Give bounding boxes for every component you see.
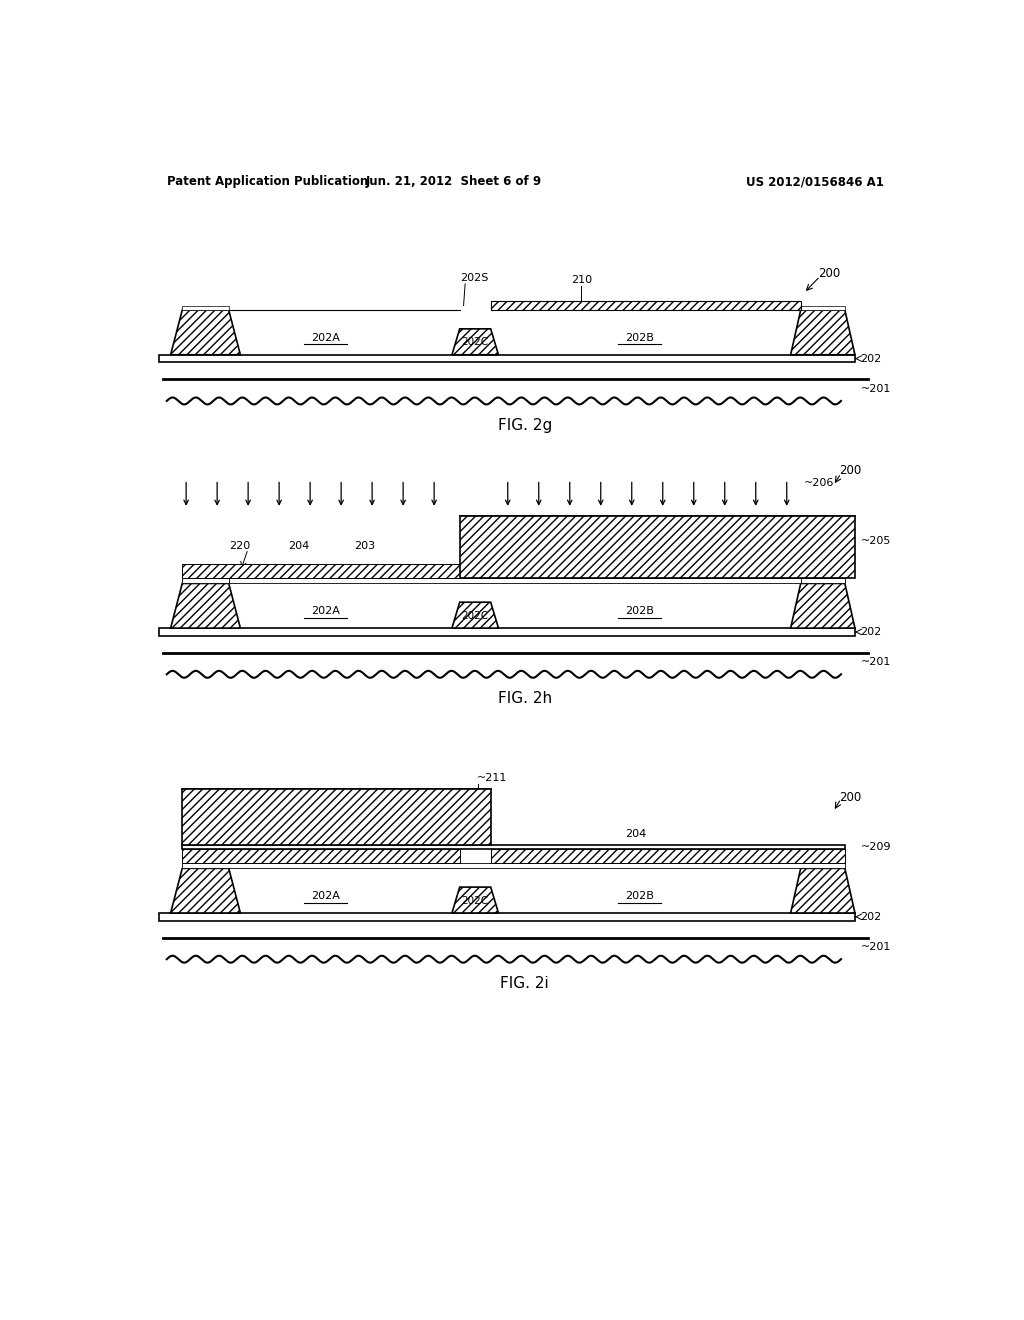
Text: 202C: 202C bbox=[462, 611, 488, 622]
Bar bbox=[490, 564, 845, 578]
Text: 202B: 202B bbox=[625, 891, 654, 902]
Text: Patent Application Publication: Patent Application Publication bbox=[167, 176, 368, 189]
Bar bbox=[159, 355, 855, 363]
Text: 204: 204 bbox=[268, 829, 290, 838]
Text: 202B: 202B bbox=[625, 606, 654, 616]
Text: 202A: 202A bbox=[311, 891, 340, 902]
Bar bbox=[182, 564, 460, 578]
Text: US 2012/0156846 A1: US 2012/0156846 A1 bbox=[745, 176, 884, 189]
Polygon shape bbox=[791, 583, 855, 628]
Text: 204: 204 bbox=[625, 829, 646, 838]
Text: 202A: 202A bbox=[311, 606, 340, 616]
Text: ~201: ~201 bbox=[860, 384, 891, 393]
Text: ~211: ~211 bbox=[477, 774, 507, 783]
Bar bbox=[182, 789, 490, 845]
Text: 210: 210 bbox=[570, 276, 592, 285]
Polygon shape bbox=[791, 310, 855, 355]
Text: 200: 200 bbox=[840, 463, 862, 477]
Text: 204: 204 bbox=[288, 541, 309, 550]
Polygon shape bbox=[171, 583, 241, 628]
Text: ~201: ~201 bbox=[860, 657, 891, 667]
Text: 202C: 202C bbox=[462, 337, 488, 347]
Polygon shape bbox=[791, 869, 855, 913]
Bar bbox=[159, 628, 855, 636]
Text: 202: 202 bbox=[860, 627, 882, 638]
Polygon shape bbox=[171, 310, 241, 355]
Text: 200: 200 bbox=[818, 267, 840, 280]
Bar bbox=[182, 849, 460, 863]
Polygon shape bbox=[452, 329, 499, 355]
Text: 202A: 202A bbox=[311, 333, 340, 343]
Text: 220: 220 bbox=[229, 541, 251, 550]
Text: 200: 200 bbox=[840, 791, 862, 804]
Text: FIG. 2i: FIG. 2i bbox=[501, 977, 549, 991]
Text: 202: 202 bbox=[860, 912, 882, 921]
Text: ~209: ~209 bbox=[860, 842, 891, 851]
Text: 221: 221 bbox=[460, 829, 481, 838]
Text: FIG. 2g: FIG. 2g bbox=[498, 418, 552, 433]
Text: 202B: 202B bbox=[625, 333, 654, 343]
Bar bbox=[490, 849, 845, 863]
Polygon shape bbox=[171, 869, 241, 913]
Bar bbox=[228, 578, 801, 583]
Text: 202C: 202C bbox=[462, 896, 488, 907]
Bar bbox=[159, 913, 855, 921]
Text: ~206: ~206 bbox=[804, 478, 835, 488]
Bar bbox=[182, 306, 228, 310]
Text: Jun. 21, 2012  Sheet 6 of 9: Jun. 21, 2012 Sheet 6 of 9 bbox=[366, 176, 542, 189]
Text: ~201: ~201 bbox=[860, 942, 891, 952]
Text: 203: 203 bbox=[354, 829, 375, 838]
Text: FIG. 2h: FIG. 2h bbox=[498, 692, 552, 706]
Text: 202: 202 bbox=[860, 354, 882, 363]
Text: 221: 221 bbox=[460, 541, 481, 550]
Polygon shape bbox=[452, 887, 499, 913]
Text: 203: 203 bbox=[354, 541, 375, 550]
Polygon shape bbox=[452, 602, 499, 628]
Bar bbox=[460, 516, 855, 578]
Text: ~205: ~205 bbox=[860, 536, 891, 546]
Bar bbox=[801, 306, 845, 310]
Bar bbox=[490, 301, 801, 310]
Bar bbox=[801, 578, 845, 583]
Bar bbox=[182, 845, 845, 849]
Text: 202S: 202S bbox=[460, 273, 488, 284]
Bar bbox=[182, 863, 845, 869]
Bar bbox=[182, 578, 228, 583]
